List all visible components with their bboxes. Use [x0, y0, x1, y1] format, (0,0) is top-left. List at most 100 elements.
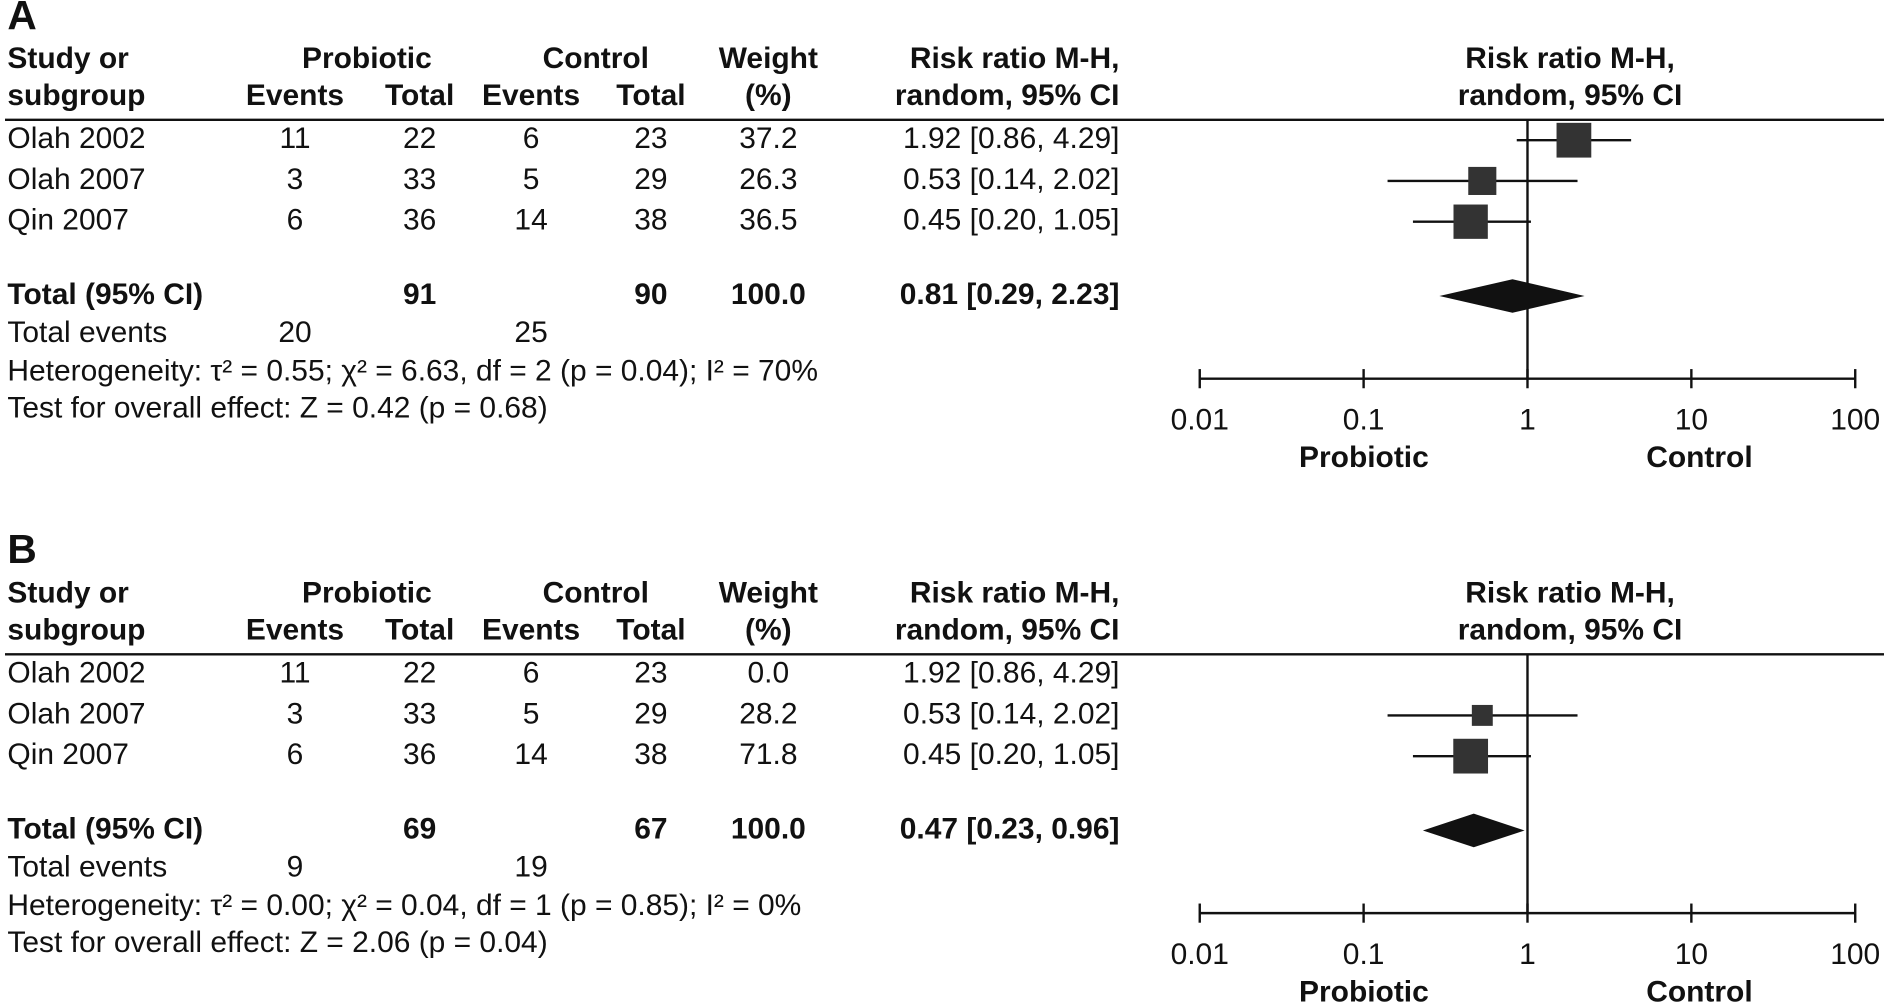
header: Weight [719, 42, 818, 75]
x-axis-label: Control [1646, 441, 1752, 474]
overall-effect: Test for overall effect: Z = 2.06 (p = 0… [7, 926, 547, 959]
weight-square [1453, 204, 1488, 239]
cell: 23 [634, 122, 667, 155]
x-tick-label: 10 [1675, 938, 1708, 971]
cell: 38 [634, 204, 667, 237]
cell: 1.92 [0.86, 4.29] [903, 122, 1119, 155]
cell: 38 [634, 738, 667, 771]
x-axis-label: Probiotic [1299, 975, 1429, 1003]
cell: 0.47 [0.23, 0.96] [900, 812, 1120, 845]
header: Total [616, 79, 685, 112]
study-name: Olah 2007 [7, 697, 145, 730]
cell: 100.0 [731, 812, 806, 845]
cell: 6 [287, 204, 304, 237]
cell: 1.92 [0.86, 4.29] [903, 657, 1119, 690]
header: subgroup [7, 613, 145, 646]
cell: 22 [403, 122, 436, 155]
study-name: Qin 2007 [7, 204, 129, 237]
overall-effect: Test for overall effect: Z = 0.42 (p = 0… [7, 392, 547, 425]
total-name: Total (95% CI) [7, 278, 203, 311]
heterogeneity: Heterogeneity: τ² = 0.00; χ² = 0.04, df … [7, 889, 801, 922]
header: Weight [719, 576, 818, 609]
x-tick-label: 0.1 [1343, 938, 1385, 971]
panel-label: A [7, 0, 36, 38]
cell: 91 [403, 278, 436, 311]
cell: 9 [287, 851, 304, 884]
cell: 36 [403, 738, 436, 771]
cell: 36.5 [739, 204, 797, 237]
x-tick-label: 0.01 [1171, 404, 1229, 437]
cell: 3 [287, 697, 304, 730]
total-events: Total events [7, 851, 167, 884]
cell: 5 [523, 163, 540, 196]
header: Control [543, 576, 649, 609]
x-tick-label: 100 [1830, 938, 1880, 971]
header: Probiotic [302, 576, 432, 609]
cell: 0.53 [0.14, 2.02] [903, 163, 1119, 196]
cell: 33 [403, 163, 436, 196]
header: Control [543, 42, 649, 75]
header: Events [246, 613, 344, 646]
header: Risk ratio M-H, [910, 42, 1120, 75]
header: random, 95% CI [1458, 613, 1683, 646]
header: Risk ratio M-H, [910, 576, 1120, 609]
cell: 69 [403, 812, 436, 845]
header: Events [246, 79, 344, 112]
cell: 36 [403, 204, 436, 237]
x-tick-label: 0.01 [1171, 938, 1229, 971]
weight-square [1471, 704, 1493, 726]
header: Study or [7, 42, 129, 75]
study-name: Olah 2007 [7, 163, 145, 196]
cell: 20 [278, 316, 311, 349]
header: Risk ratio M-H, [1465, 42, 1675, 75]
header: Events [482, 79, 580, 112]
cell: 0.53 [0.14, 2.02] [903, 697, 1119, 730]
study-name: Olah 2002 [7, 657, 145, 690]
cell: 67 [634, 812, 667, 845]
x-tick-label: 10 [1675, 404, 1708, 437]
x-axis-label: Probiotic [1299, 441, 1429, 474]
cell: 0.45 [0.20, 1.05] [903, 738, 1119, 771]
header: (%) [745, 613, 792, 646]
cell: 26.3 [739, 163, 797, 196]
cell: 100.0 [731, 278, 806, 311]
weight-square [1453, 738, 1489, 774]
cell: 11 [279, 657, 310, 690]
summary-diamond [1439, 279, 1585, 313]
cell: 90 [634, 278, 667, 311]
header: (%) [745, 79, 792, 112]
cell: 0.0 [748, 657, 790, 690]
cell: 29 [634, 697, 667, 730]
weight-square [1556, 122, 1592, 158]
total-events: Total events [7, 316, 167, 349]
cell: 0.81 [0.29, 2.23] [900, 278, 1120, 311]
cell: 33 [403, 697, 436, 730]
heterogeneity: Heterogeneity: τ² = 0.55; χ² = 6.63, df … [7, 355, 818, 388]
header: Events [482, 613, 580, 646]
cell: 22 [403, 657, 436, 690]
header: Probiotic [302, 42, 432, 75]
x-tick-label: 1 [1519, 404, 1536, 437]
header: Study or [7, 576, 129, 609]
cell: 71.8 [739, 738, 797, 771]
cell: 3 [287, 163, 304, 196]
header: Total [385, 613, 454, 646]
weight-square [1468, 166, 1497, 195]
x-tick-label: 1 [1519, 938, 1536, 971]
panel-label: B [7, 526, 36, 572]
cell: 29 [634, 163, 667, 196]
total-name: Total (95% CI) [7, 812, 203, 845]
cell: 6 [287, 738, 304, 771]
header: Total [385, 79, 454, 112]
cell: 6 [523, 122, 540, 155]
cell: 14 [514, 738, 547, 771]
x-tick-label: 100 [1830, 404, 1880, 437]
x-axis-label: Control [1646, 975, 1752, 1003]
cell: 25 [514, 316, 547, 349]
summary-diamond [1422, 813, 1525, 848]
header: random, 95% CI [1458, 79, 1683, 112]
cell: 0.45 [0.20, 1.05] [903, 204, 1119, 237]
cell: 23 [634, 657, 667, 690]
study-name: Olah 2002 [7, 122, 145, 155]
